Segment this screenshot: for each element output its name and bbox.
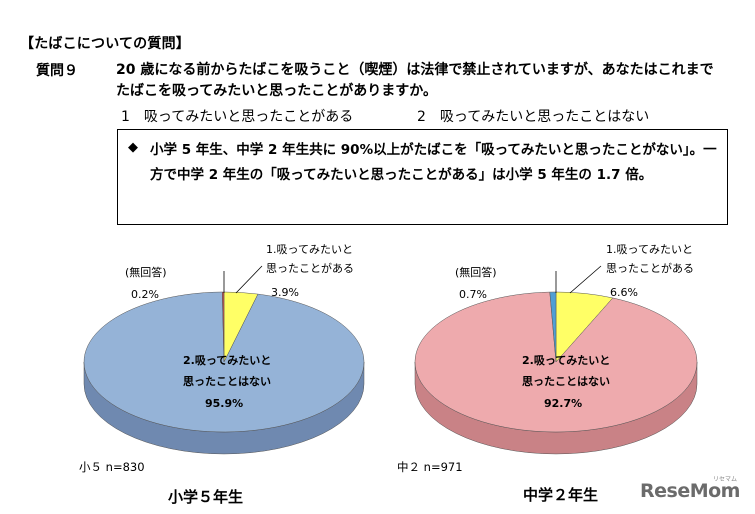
value-never-grade5: 95.9% [205,397,243,410]
page-heading: 【たばこについての質問】 [20,36,190,52]
answer-option-1: 1 吸ってみたいと思ったことがある [121,109,354,125]
resemom-logo: ReseMom [640,480,740,502]
value-never-grade8: 92.7% [544,397,582,410]
answer-option-2: 2 吸ってみたいと思ったことはない [417,109,650,125]
diamond-bullet-icon: ◆ [128,140,138,155]
value-no-answer-grade5: 0.2% [131,288,159,301]
label-want-line2-grade5: 思ったことがある [266,261,354,275]
value-no-answer-grade8: 0.7% [459,288,487,301]
pie-chart-grade8: 1.吸ってみたいと 思ったことがある 6.6% (無回答) 0.7% 2.吸って… [414,243,698,455]
chart-title-grade5: 小学５年生 [168,488,244,506]
summary-text: 小学 5 年生、中学 2 年生共に 90%以上がたばこを「吸ってみたいと思ったこ… [150,142,717,183]
question-text: 20 歳になる前からたばこを吸うこと（喫煙）は法律で禁止されていますが、あなたは… [116,62,714,99]
summary-box: ◆ 小学 5 年生、中学 2 年生共に 90%以上がたばこを「吸ってみたいと思っ… [117,129,728,225]
label-never-line2-grade5: 思ったことはない [183,375,271,388]
label-want-line2-grade8: 思ったことがある [606,261,694,275]
resemom-logo-sub: リセマム [713,476,738,483]
label-want-line1-grade8: 1.吸ってみたいと [606,243,693,256]
leader-line-want-grade8 [569,265,602,294]
label-never-line1-grade5: 2.吸ってみたいと [183,354,271,367]
sample-size-grade5: 小５ n=830 [79,460,145,474]
pie-chart-grade5: 1.吸ってみたいと 思ったことがある 3.9% (無回答) 0.2% 2.吸って… [83,243,365,455]
leader-line-want-grade5 [235,265,263,294]
label-want-line1-grade5: 1.吸ってみたいと [266,243,353,256]
question-label: 質問９ [36,63,78,79]
chart-title-grade8: 中学２年生 [523,486,599,504]
value-want-grade5: 3.9% [271,286,299,299]
label-never-line2-grade8: 思ったことはない [522,375,610,388]
value-want-grade8: 6.6% [610,286,638,299]
label-no-answer-grade8: (無回答) [455,265,497,279]
sample-size-grade8: 中２ n=971 [397,460,463,474]
slice-never-want-grade8 [414,291,698,433]
label-never-line1-grade8: 2.吸ってみたいと [522,354,610,367]
label-no-answer-grade5: (無回答) [125,265,167,279]
